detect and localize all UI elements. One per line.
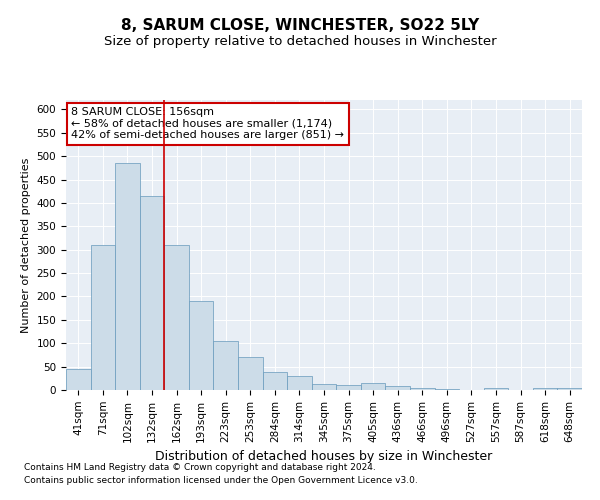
Bar xyxy=(287,376,312,390)
Bar xyxy=(164,245,189,390)
Bar xyxy=(385,386,410,390)
Bar xyxy=(214,341,238,390)
Bar xyxy=(336,386,361,390)
Bar xyxy=(312,384,336,390)
Bar xyxy=(238,358,263,390)
Bar xyxy=(263,372,287,390)
Bar xyxy=(66,369,91,390)
Bar xyxy=(115,163,140,390)
Bar xyxy=(91,245,115,390)
Bar xyxy=(361,383,385,390)
Bar xyxy=(484,388,508,390)
Text: 8 SARUM CLOSE: 156sqm
← 58% of detached houses are smaller (1,174)
42% of semi-d: 8 SARUM CLOSE: 156sqm ← 58% of detached … xyxy=(71,108,344,140)
Bar xyxy=(189,301,214,390)
Bar xyxy=(410,388,434,390)
X-axis label: Distribution of detached houses by size in Winchester: Distribution of detached houses by size … xyxy=(155,450,493,463)
Bar xyxy=(533,388,557,390)
Bar xyxy=(434,388,459,390)
Bar xyxy=(557,388,582,390)
Text: Size of property relative to detached houses in Winchester: Size of property relative to detached ho… xyxy=(104,35,496,48)
Bar xyxy=(140,196,164,390)
Text: Contains HM Land Registry data © Crown copyright and database right 2024.: Contains HM Land Registry data © Crown c… xyxy=(24,464,376,472)
Text: Contains public sector information licensed under the Open Government Licence v3: Contains public sector information licen… xyxy=(24,476,418,485)
Y-axis label: Number of detached properties: Number of detached properties xyxy=(21,158,31,332)
Text: 8, SARUM CLOSE, WINCHESTER, SO22 5LY: 8, SARUM CLOSE, WINCHESTER, SO22 5LY xyxy=(121,18,479,32)
